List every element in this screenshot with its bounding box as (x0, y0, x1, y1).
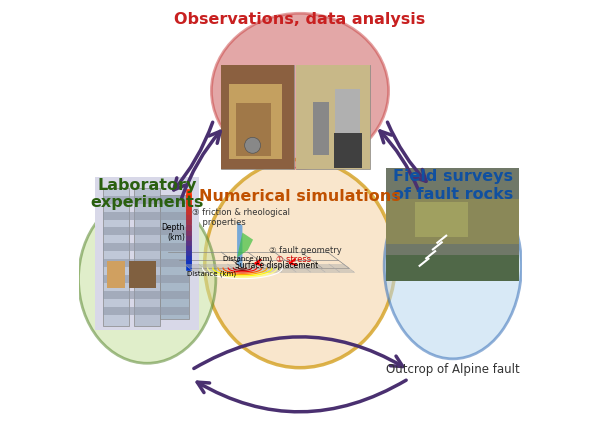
Bar (130, 261, 156, 288)
Polygon shape (237, 222, 242, 268)
Bar (313, 102, 329, 155)
Ellipse shape (79, 195, 216, 363)
Ellipse shape (205, 159, 395, 368)
Bar (160, 195, 189, 319)
Bar (386, 199, 519, 244)
Bar (103, 196, 189, 204)
Bar (107, 261, 125, 288)
Bar (296, 65, 370, 169)
Text: Depth
(km): Depth (km) (161, 223, 185, 242)
Text: Field surveys
of fault rocks: Field surveys of fault rocks (393, 169, 513, 202)
Bar (103, 275, 189, 283)
Bar (229, 84, 282, 159)
Bar (221, 65, 294, 169)
Bar (95, 177, 199, 330)
Bar (415, 202, 469, 237)
Text: ③ friction & rheological
    properties: ③ friction & rheological properties (193, 208, 290, 228)
Bar (296, 65, 370, 169)
Ellipse shape (211, 13, 389, 168)
Bar (103, 243, 189, 251)
Bar (334, 133, 362, 168)
Bar (134, 188, 160, 326)
Bar (103, 259, 189, 267)
Text: Laboratory
experiments: Laboratory experiments (91, 178, 204, 210)
Text: Distance (km): Distance (km) (223, 255, 272, 261)
Bar (103, 307, 189, 315)
Circle shape (245, 137, 260, 153)
Bar (386, 168, 519, 281)
Bar (236, 103, 271, 156)
Text: Numerical simulations: Numerical simulations (199, 189, 401, 204)
Bar (103, 291, 189, 299)
Polygon shape (237, 233, 253, 257)
Text: Distance (km): Distance (km) (187, 271, 236, 277)
Text: Surface displacement: Surface displacement (235, 261, 318, 270)
Text: ① stress: ① stress (276, 255, 311, 264)
Bar (386, 255, 519, 281)
Ellipse shape (384, 173, 521, 359)
Bar (221, 65, 294, 169)
Text: Outcrop of Alpine fault: Outcrop of Alpine fault (386, 363, 520, 377)
Bar (103, 188, 130, 326)
Bar (103, 227, 189, 235)
Bar (335, 89, 360, 133)
Bar (103, 212, 189, 220)
Text: Observations, data analysis: Observations, data analysis (175, 12, 425, 27)
Text: ② fault geometry: ② fault geometry (269, 246, 342, 255)
